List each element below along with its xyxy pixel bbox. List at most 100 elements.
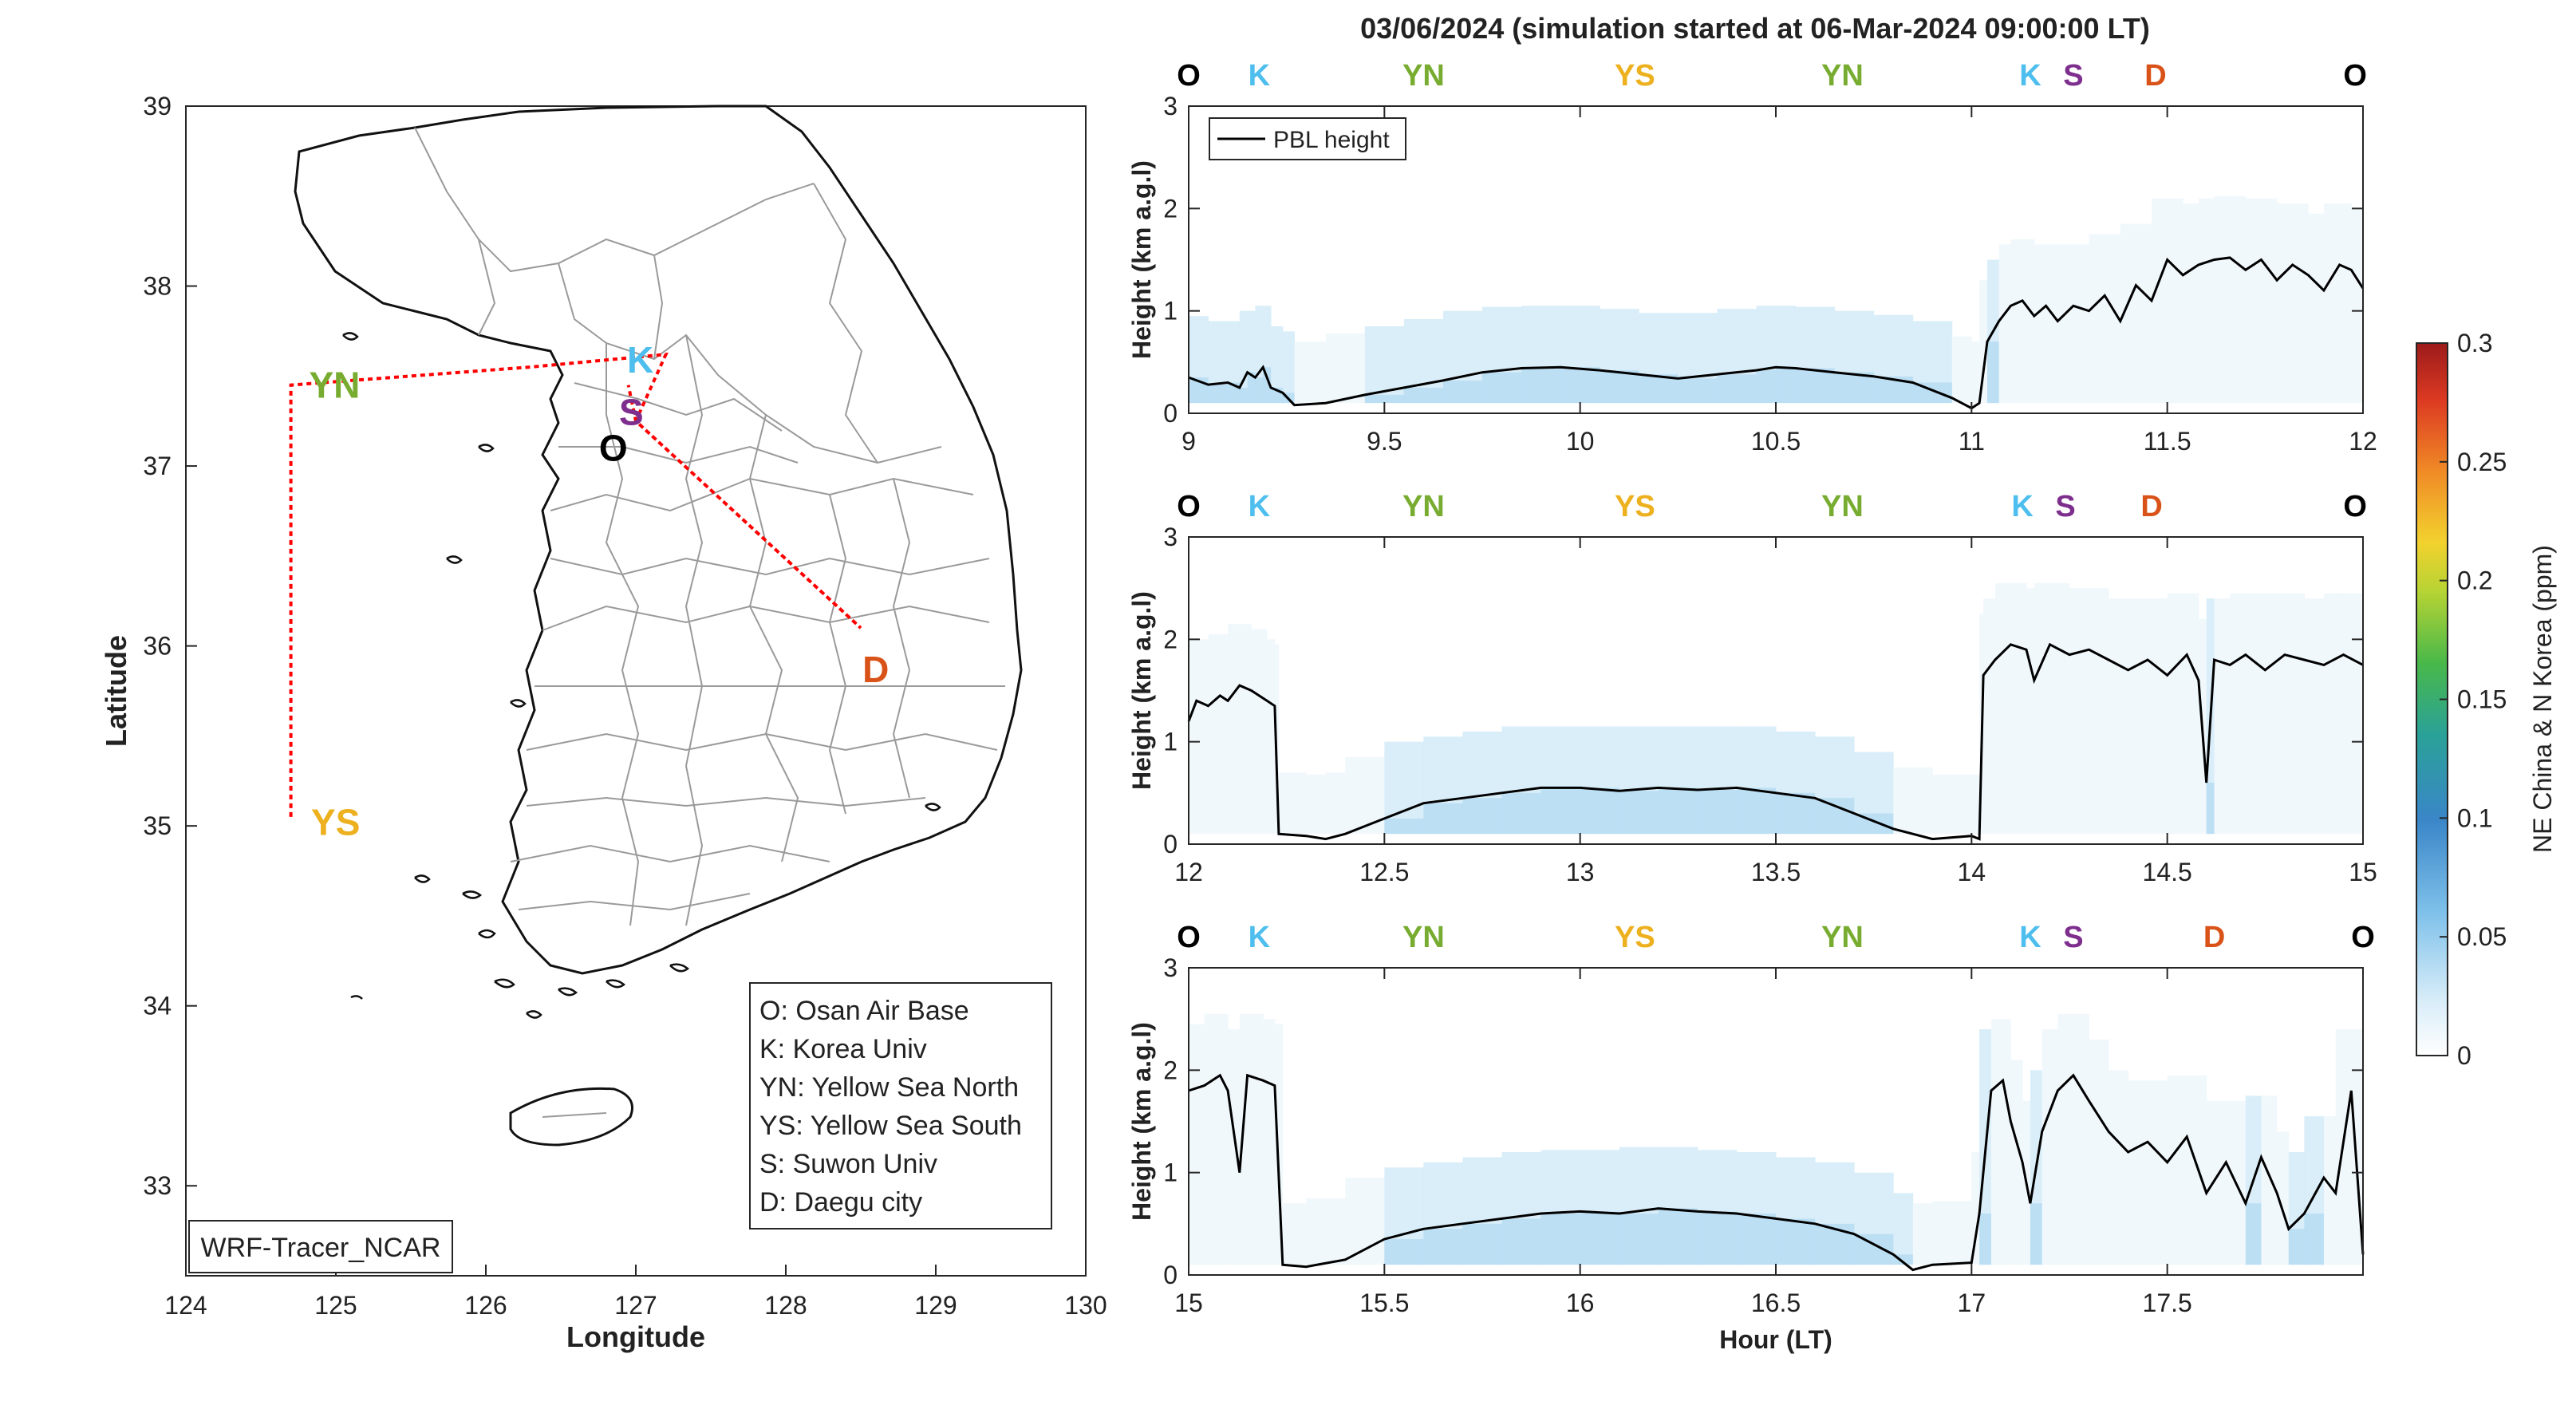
site-marker-s: S bbox=[2063, 59, 2083, 93]
map-x-tick-label: 128 bbox=[764, 1291, 807, 1320]
tracer-cell bbox=[1619, 1214, 1659, 1265]
tracer-cell bbox=[2148, 598, 2168, 835]
tracer-cell bbox=[1442, 380, 1483, 404]
tracer-cell bbox=[1282, 331, 1295, 404]
tracer-cell bbox=[2323, 203, 2341, 404]
map-x-tick-label: 127 bbox=[614, 1291, 657, 1320]
tracer-cell bbox=[1893, 1193, 1914, 1265]
tracer-shading bbox=[1189, 582, 2363, 835]
tracer-cell bbox=[1278, 772, 1307, 835]
tracer-cell bbox=[1364, 394, 1405, 404]
site-marker-k: K bbox=[2011, 490, 2034, 523]
tracer-cell bbox=[2304, 1214, 2325, 1265]
tracer-cell bbox=[1228, 624, 1241, 835]
tracer-cell bbox=[2128, 1080, 2148, 1265]
site-marker-s: S bbox=[2063, 921, 2083, 954]
y-tick-label: 3 bbox=[1163, 523, 1178, 551]
tracer-cell bbox=[2183, 203, 2199, 404]
x-tick-label: 10 bbox=[1566, 427, 1595, 456]
tracer-cell bbox=[1345, 756, 1385, 835]
tracer-cell bbox=[1208, 385, 1229, 404]
tracer-cell bbox=[1384, 1239, 1424, 1265]
y-axis-label: Height (km a.g.l) bbox=[1127, 1022, 1156, 1221]
tracer-cell bbox=[2198, 198, 2215, 404]
tracer-cell bbox=[2073, 1013, 2090, 1265]
colorbar-tick-label: 0.1 bbox=[2457, 803, 2492, 832]
y-tick-label: 2 bbox=[1163, 625, 1178, 653]
tracer-cell bbox=[2261, 1095, 2278, 1265]
tracer-cell bbox=[1776, 792, 1816, 835]
tracer-cell bbox=[1306, 774, 1327, 835]
tracer-cell bbox=[2206, 1100, 2227, 1265]
tracer-cell bbox=[2030, 1203, 2043, 1265]
site-marker-o: O bbox=[2343, 59, 2367, 93]
x-tick-label: 10.5 bbox=[1751, 427, 1801, 456]
tracer-cell bbox=[1239, 310, 1249, 404]
tracer-cell bbox=[1462, 798, 1503, 835]
tracer-cell bbox=[2245, 198, 2262, 404]
map-y-tick-label: 36 bbox=[143, 632, 172, 661]
tracer-cell bbox=[1255, 377, 1264, 404]
map-y-axis-label: Latitude bbox=[100, 635, 132, 747]
model-label-box bbox=[188, 1220, 453, 1273]
tracer-cell bbox=[2069, 588, 2090, 835]
tracer-cell bbox=[2109, 598, 2129, 835]
line-legend-label: PBL height bbox=[1273, 127, 1390, 153]
tracer-cell bbox=[1220, 633, 1229, 835]
tracer-cell bbox=[1345, 1178, 1385, 1265]
colorbar-tick-label: 0.2 bbox=[2457, 566, 2492, 595]
tracer-cell bbox=[1932, 1201, 1972, 1265]
tracer-cell bbox=[1834, 372, 1875, 404]
tracer-cell bbox=[2089, 588, 2109, 835]
tracer-cell bbox=[1267, 639, 1276, 835]
tracer-cell bbox=[2041, 1029, 2058, 1265]
map-y-tick-label: 37 bbox=[143, 452, 172, 480]
map-x-axis-label: Longitude bbox=[566, 1320, 705, 1353]
tracer-cell bbox=[2152, 198, 2168, 404]
tracer-cell bbox=[2148, 1080, 2168, 1265]
tracer-cell bbox=[2089, 1039, 2109, 1265]
tracer-cell bbox=[2277, 203, 2294, 404]
tracer-cell bbox=[1600, 370, 1639, 404]
site-marker-k: K bbox=[1249, 490, 1271, 523]
tracer-cell bbox=[1736, 1214, 1777, 1265]
tracer-cell bbox=[1220, 1013, 1229, 1265]
y-tick-label: 2 bbox=[1163, 194, 1178, 223]
tracer-cell bbox=[1263, 367, 1272, 404]
tracer-cell bbox=[2187, 1075, 2207, 1265]
tracer-cell bbox=[1271, 326, 1284, 404]
site-marker-d: D bbox=[2203, 921, 2225, 954]
site-legend-box bbox=[749, 982, 1052, 1229]
site-marker-d: D bbox=[2140, 490, 2162, 523]
tracer-cell bbox=[1697, 789, 1738, 835]
site-marker-k: K bbox=[1249, 59, 1271, 93]
site-marker-k: K bbox=[2019, 59, 2041, 93]
tracer-cell bbox=[1204, 1013, 1221, 1265]
tracer-cell bbox=[2214, 598, 2231, 835]
tracer-cell bbox=[2245, 1203, 2262, 1265]
y-tick-label: 1 bbox=[1163, 297, 1178, 326]
tracer-cell bbox=[2323, 593, 2344, 835]
tracer-cell bbox=[1540, 1214, 1581, 1265]
tracer-cell bbox=[1239, 387, 1249, 404]
tracer-cell bbox=[1247, 372, 1256, 404]
tracer-cell bbox=[2284, 593, 2305, 835]
tracer-cell bbox=[1580, 787, 1620, 835]
x-tick-label: 13.5 bbox=[1751, 858, 1801, 886]
site-legend-entry: K: Korea Univ bbox=[759, 1034, 927, 1064]
tracer-cell bbox=[2026, 588, 2035, 835]
tracer-cell bbox=[2187, 593, 2199, 835]
tracer-cell bbox=[1756, 370, 1777, 404]
colorbar-label: NE China & N Korea (ppm) bbox=[2528, 545, 2557, 853]
colorbar-tick-label: 0.3 bbox=[2457, 329, 2492, 357]
tracer-cell bbox=[2230, 195, 2247, 404]
y-axis-label: Height (km a.g.l) bbox=[1127, 591, 1156, 790]
y-axis-label: Height (km a.g.l) bbox=[1127, 160, 1156, 359]
tracer-cell bbox=[2292, 203, 2309, 404]
x-tick-label: 16 bbox=[1566, 1289, 1595, 1317]
flight-track bbox=[289, 352, 862, 817]
tracer-cell bbox=[1979, 1214, 1992, 1265]
site-marker-ys: YS bbox=[1615, 59, 1655, 93]
tracer-cell bbox=[1736, 787, 1777, 835]
